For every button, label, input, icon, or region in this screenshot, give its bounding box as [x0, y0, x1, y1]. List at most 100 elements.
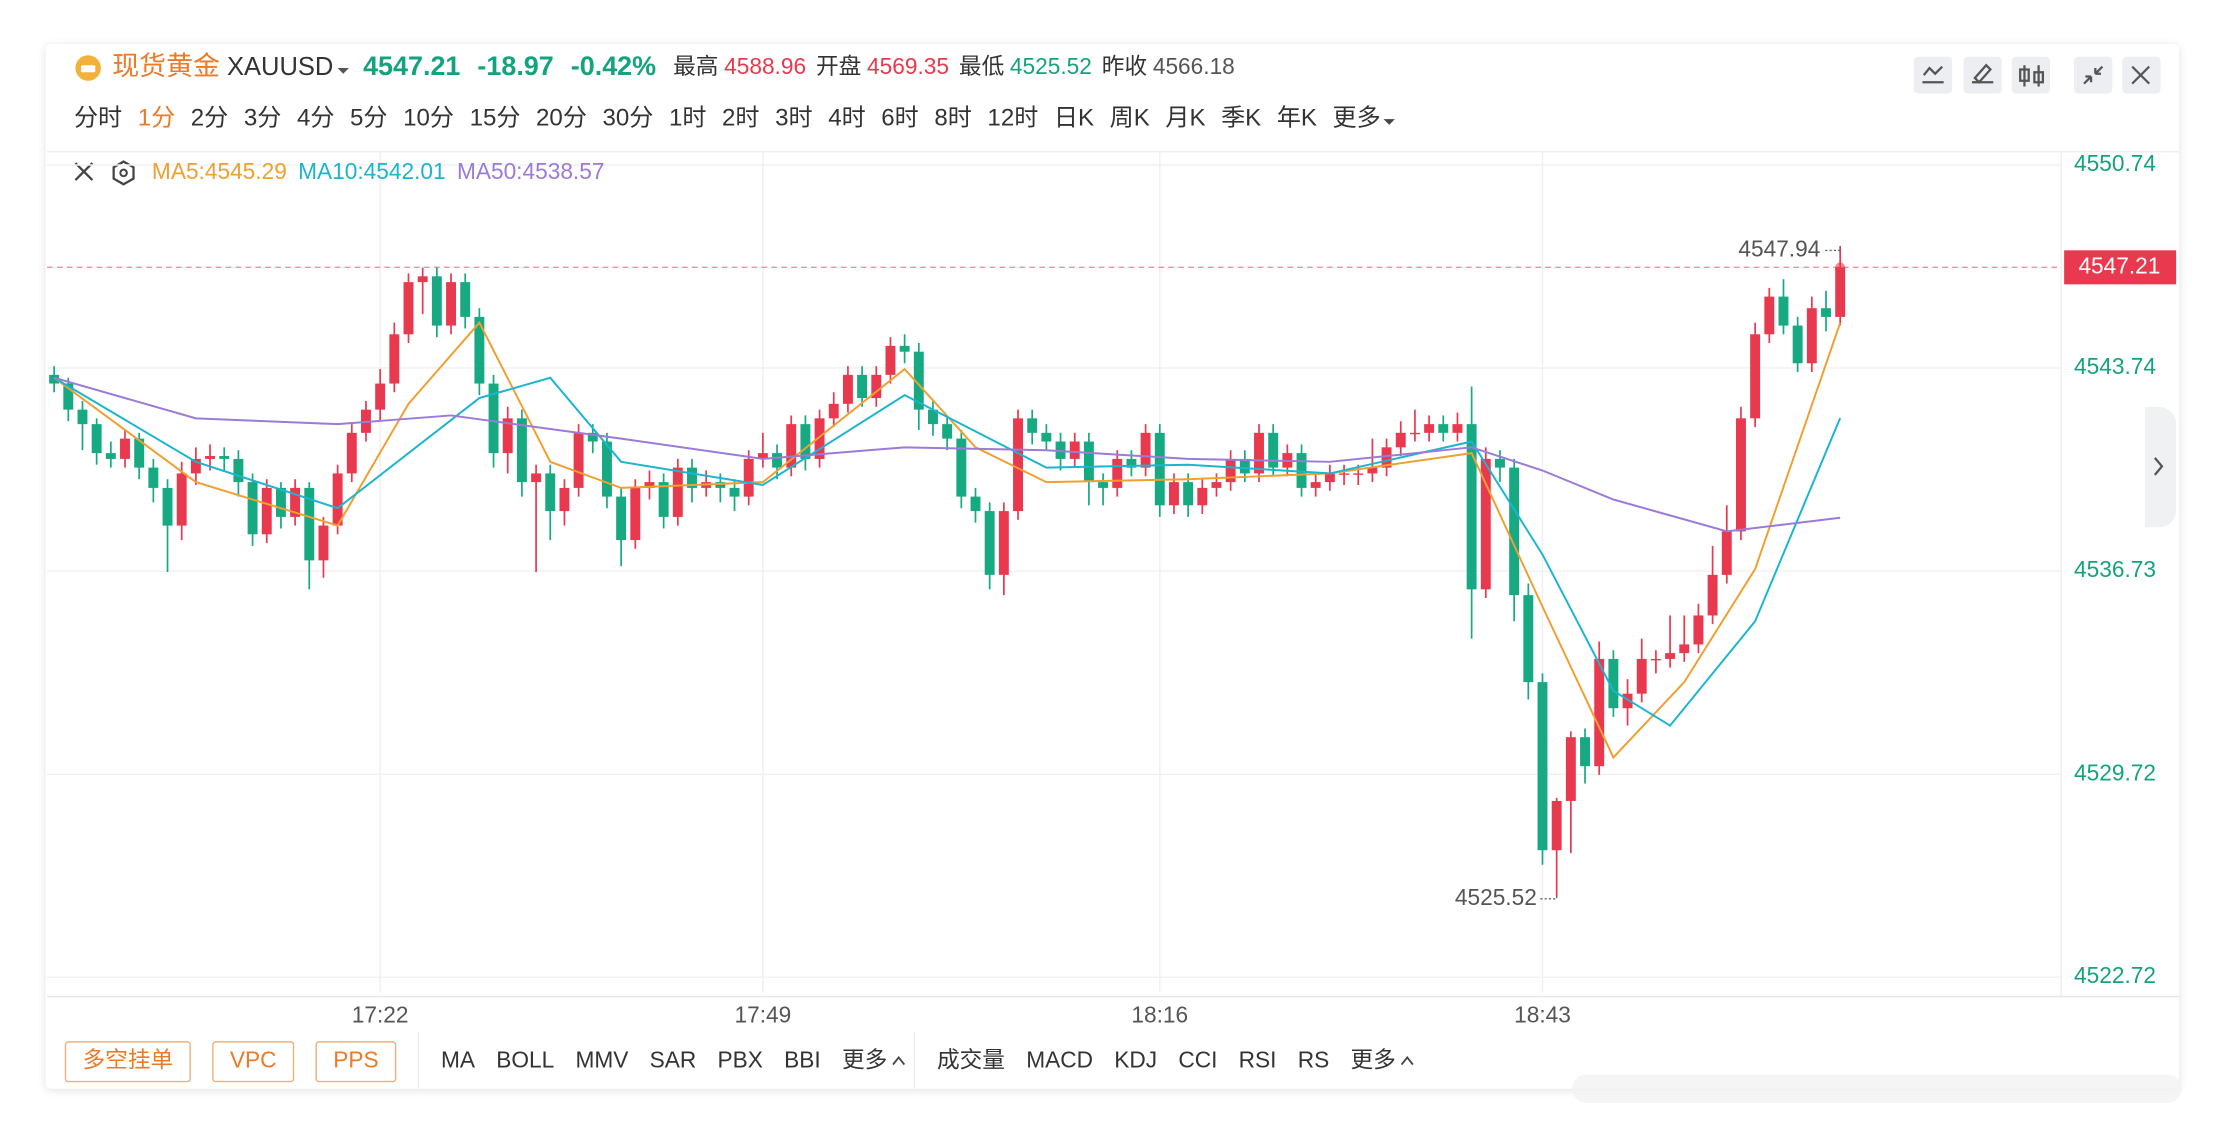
- candle-body: [63, 383, 74, 410]
- tool-button[interactable]: [64, 1041, 191, 1083]
- period-tab[interactable]: 10分: [403, 104, 454, 131]
- price-change-pct: -0.42%: [571, 51, 656, 81]
- icon-button[interactable]: [1913, 56, 1953, 94]
- period-tab[interactable]: 5分: [350, 104, 387, 131]
- candle-body: [1665, 653, 1676, 659]
- candle-body: [857, 374, 868, 399]
- period-tab[interactable]: 1时: [669, 104, 706, 131]
- candle-body: [1154, 432, 1165, 506]
- candle-body: [1098, 482, 1109, 488]
- candle-body: [757, 453, 768, 459]
- period-tab[interactable]: 15分: [470, 104, 521, 131]
- tool-button-label[interactable]: PPS: [333, 1047, 378, 1073]
- tool-button[interactable]: [315, 1041, 397, 1083]
- candle-body: [77, 409, 88, 425]
- indicator-tab[interactable]: RS: [1298, 1047, 1330, 1073]
- indicator-tab[interactable]: MACD: [1026, 1047, 1093, 1073]
- period-tab[interactable]: 1分: [138, 104, 175, 131]
- x-tick-label: 18:43: [1514, 1001, 1571, 1027]
- candle-body: [1750, 334, 1761, 419]
- candle-body: [346, 432, 357, 474]
- candle-body: [800, 424, 811, 459]
- period-tab[interactable]: 12时: [987, 104, 1038, 131]
- period-tab[interactable]: 30分: [603, 104, 654, 131]
- period-tab[interactable]: 2分: [191, 104, 228, 131]
- indicator-tab[interactable]: PBX: [718, 1047, 763, 1073]
- glyph-candle: [2019, 65, 2045, 87]
- candle-body: [1324, 473, 1335, 483]
- tool-button[interactable]: [212, 1041, 295, 1083]
- stat-value: 4566.18: [1153, 53, 1235, 79]
- indicator-tab[interactable]: MMV: [575, 1047, 629, 1073]
- candle-body: [120, 438, 130, 459]
- period-tab[interactable]: 3时: [775, 104, 812, 131]
- period-tab[interactable]: 6时: [881, 104, 918, 131]
- indicator-tab[interactable]: 成交量: [937, 1047, 1005, 1073]
- candle-body: [1424, 424, 1435, 433]
- candle-body: [1013, 418, 1023, 512]
- candle-body: [1041, 432, 1052, 442]
- candle-body: [1339, 473, 1350, 475]
- period-tab[interactable]: 月K: [1165, 104, 1205, 131]
- candle-body: [1495, 458, 1505, 468]
- indicator-tab[interactable]: BOLL: [496, 1047, 554, 1073]
- indicator-tab[interactable]: SAR: [650, 1047, 697, 1073]
- candle-body: [1622, 693, 1633, 709]
- candle-body: [1594, 658, 1605, 767]
- period-tab[interactable]: 日K: [1054, 104, 1094, 131]
- candle-body: [644, 482, 655, 488]
- candle-body: [1353, 473, 1364, 475]
- period-tab[interactable]: 分时: [74, 104, 122, 131]
- glyph-close[interactable]: [2131, 65, 2150, 85]
- candle-body: [1140, 432, 1151, 468]
- legend-settings[interactable]: [112, 160, 135, 186]
- period-tab[interactable]: 4分: [297, 104, 334, 131]
- glyph-line: [1922, 65, 1944, 84]
- indicator-tab[interactable]: KDJ: [1114, 1047, 1157, 1073]
- candle-body: [687, 467, 697, 488]
- icon-button[interactable]: [1963, 56, 2002, 94]
- legend-entry: MA10:4542.01: [298, 158, 445, 184]
- tool-icons: [1913, 56, 2161, 94]
- candle-body: [1806, 308, 1817, 364]
- icon-button[interactable]: [2074, 56, 2113, 94]
- period-tab[interactable]: 季K: [1221, 104, 1261, 131]
- candle-body: [1083, 441, 1094, 483]
- candle-body: [1268, 432, 1279, 468]
- legend-settings-dot: [119, 168, 128, 178]
- candle-body: [885, 345, 896, 375]
- period-tab[interactable]: 8时: [934, 104, 971, 131]
- candle-body: [842, 374, 853, 404]
- candle-body: [446, 282, 456, 326]
- candle-body: [49, 374, 60, 384]
- period-tab[interactable]: 3分: [244, 104, 281, 131]
- caret: [337, 68, 349, 74]
- candle-body: [1721, 531, 1732, 575]
- indicator-tab[interactable]: RSI: [1239, 1047, 1277, 1073]
- period-tab[interactable]: 4时: [828, 104, 865, 131]
- candle-body: [1636, 658, 1647, 694]
- period-tab[interactable]: 周K: [1110, 104, 1150, 131]
- icon-button[interactable]: [2011, 56, 2050, 94]
- caret-up: [892, 1055, 906, 1066]
- candle-body: [516, 418, 527, 483]
- indicator-tab[interactable]: MA: [441, 1047, 476, 1073]
- legend-close[interactable]: [74, 162, 94, 181]
- indicator-tab[interactable]: CCI: [1178, 1047, 1217, 1073]
- period-tab[interactable]: 2时: [722, 104, 759, 131]
- period-tab[interactable]: 20分: [536, 104, 587, 131]
- candle-body: [715, 482, 726, 488]
- candle-body: [1565, 737, 1576, 801]
- candle-body: [587, 432, 598, 442]
- stat-value: 4525.52: [1010, 53, 1092, 79]
- indicator-tab[interactable]: BBI: [784, 1047, 821, 1073]
- indicator-tab[interactable]: 更多: [1351, 1047, 1396, 1073]
- tool-button-label[interactable]: 多空挂单: [82, 1047, 173, 1073]
- indicator-tab[interactable]: 更多: [842, 1047, 887, 1073]
- candle-body: [105, 453, 116, 459]
- period-tab[interactable]: 年K: [1277, 104, 1317, 131]
- candle-body: [899, 345, 910, 352]
- tool-button-label[interactable]: VPC: [230, 1047, 277, 1073]
- tool-glyphs: [1922, 63, 2150, 87]
- period-tab[interactable]: 更多: [1333, 104, 1381, 131]
